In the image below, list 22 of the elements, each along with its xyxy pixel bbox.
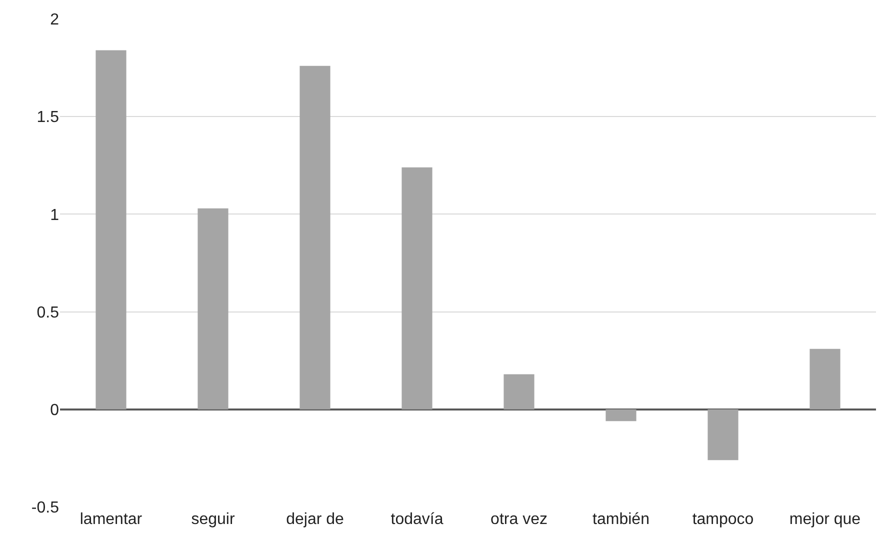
- bar: [504, 374, 534, 410]
- y-tick-label: 2: [50, 12, 60, 29]
- x-tick-label: otra vez: [490, 511, 548, 528]
- y-tick-label: 1.5: [36, 109, 60, 126]
- y-tick-label: -0.5: [31, 500, 60, 517]
- x-tick-label: dejar de: [286, 511, 344, 528]
- y-tick-label: 0: [50, 402, 60, 419]
- bar: [96, 50, 126, 410]
- bar: [300, 66, 330, 410]
- bar: [198, 208, 228, 410]
- x-tick-label: también: [592, 511, 650, 528]
- x-tick-label: mejor que: [789, 511, 861, 528]
- x-tick-label: lamentar: [80, 511, 143, 528]
- x-tick-label: seguir: [191, 511, 236, 528]
- bar: [402, 167, 432, 410]
- x-tick-label: tampoco: [692, 511, 754, 528]
- bar: [708, 409, 738, 460]
- y-tick-label: 0.5: [36, 304, 60, 322]
- y-tick-label: 1: [50, 206, 60, 224]
- bar: [606, 409, 636, 422]
- x-tick-label: todavía: [390, 511, 444, 528]
- bar: [810, 348, 840, 410]
